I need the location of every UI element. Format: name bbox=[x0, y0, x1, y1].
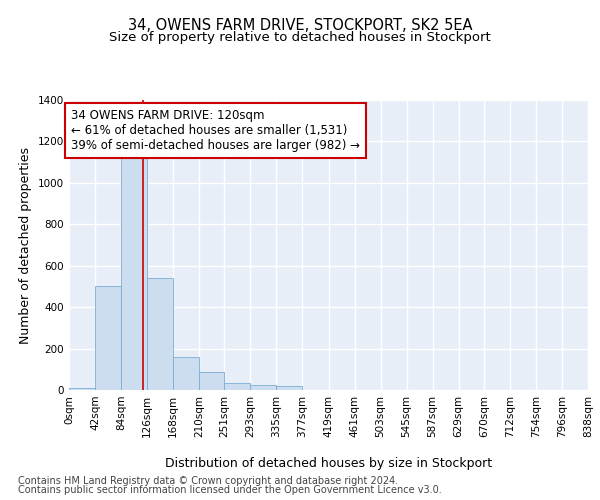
Bar bbox=[173, 357, 199, 390]
Y-axis label: Number of detached properties: Number of detached properties bbox=[19, 146, 32, 344]
Text: Size of property relative to detached houses in Stockport: Size of property relative to detached ho… bbox=[109, 31, 491, 44]
Text: Distribution of detached houses by size in Stockport: Distribution of detached houses by size … bbox=[165, 458, 493, 470]
Bar bbox=[69, 388, 95, 390]
Text: Contains public sector information licensed under the Open Government Licence v3: Contains public sector information licen… bbox=[18, 485, 442, 495]
Bar bbox=[121, 151, 147, 390]
Text: 34 OWENS FARM DRIVE: 120sqm
← 61% of detached houses are smaller (1,531)
39% of : 34 OWENS FARM DRIVE: 120sqm ← 61% of det… bbox=[71, 110, 360, 152]
Bar bbox=[250, 385, 277, 390]
Bar bbox=[95, 286, 121, 390]
Bar bbox=[277, 386, 302, 390]
Bar bbox=[224, 383, 250, 390]
Bar bbox=[147, 278, 173, 390]
Text: Contains HM Land Registry data © Crown copyright and database right 2024.: Contains HM Land Registry data © Crown c… bbox=[18, 476, 398, 486]
Bar bbox=[199, 372, 224, 390]
Text: 34, OWENS FARM DRIVE, STOCKPORT, SK2 5EA: 34, OWENS FARM DRIVE, STOCKPORT, SK2 5EA bbox=[128, 18, 472, 32]
